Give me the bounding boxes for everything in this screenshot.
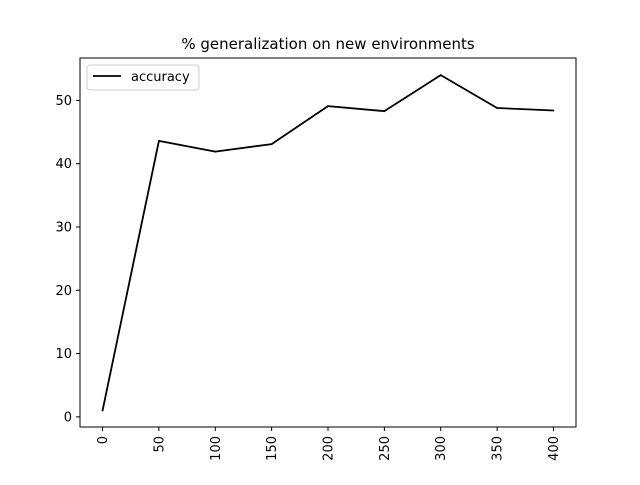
x-tick-label-300: 300 — [434, 436, 449, 461]
x-tick-label-350: 350 — [491, 436, 506, 461]
plot-area — [101, 74, 555, 412]
x-tick-label-100: 100 — [209, 436, 224, 461]
y-tick-label-40: 40 — [55, 157, 72, 172]
data-point-accuracy-350 — [496, 107, 498, 109]
data-point-accuracy-150 — [270, 143, 273, 145]
y-tick-label-0: 0 — [64, 410, 72, 425]
series-line-accuracy — [101, 74, 554, 411]
data-point-accuracy-400 — [552, 109, 555, 112]
x-tick-label-200: 200 — [322, 436, 337, 461]
x-tick-label-150: 150 — [265, 436, 280, 461]
axes: 0 50 100 150 200 250 300 350 400 0 10 20 30 40 50 — [55, 94, 562, 461]
legend-label-accuracy: accuracy — [131, 70, 190, 85]
data-point-accuracy-200 — [327, 105, 329, 108]
data-point-accuracy-300 — [439, 74, 442, 76]
data-point-accuracy-50 — [158, 140, 160, 142]
legend-box — [86, 64, 200, 91]
data-point-accuracy-250 — [383, 110, 386, 113]
plot-frame — [79, 57, 577, 428]
x-tick-label-50: 50 — [152, 436, 167, 453]
legend: accuracy — [86, 64, 200, 91]
x-tick-label-0: 0 — [96, 436, 111, 444]
data-point-accuracy-0 — [101, 409, 104, 412]
data-point-accuracy-100 — [214, 150, 217, 153]
x-tick-label-400: 400 — [547, 436, 562, 461]
x-tick-label-250: 250 — [378, 436, 393, 461]
chart-title: % generalization on new environments — [181, 35, 475, 53]
y-tick-label-30: 30 — [55, 220, 72, 235]
y-tick-label-20: 20 — [55, 284, 72, 299]
y-tick-label-50: 50 — [55, 94, 72, 109]
y-tick-label-10: 10 — [55, 347, 72, 362]
